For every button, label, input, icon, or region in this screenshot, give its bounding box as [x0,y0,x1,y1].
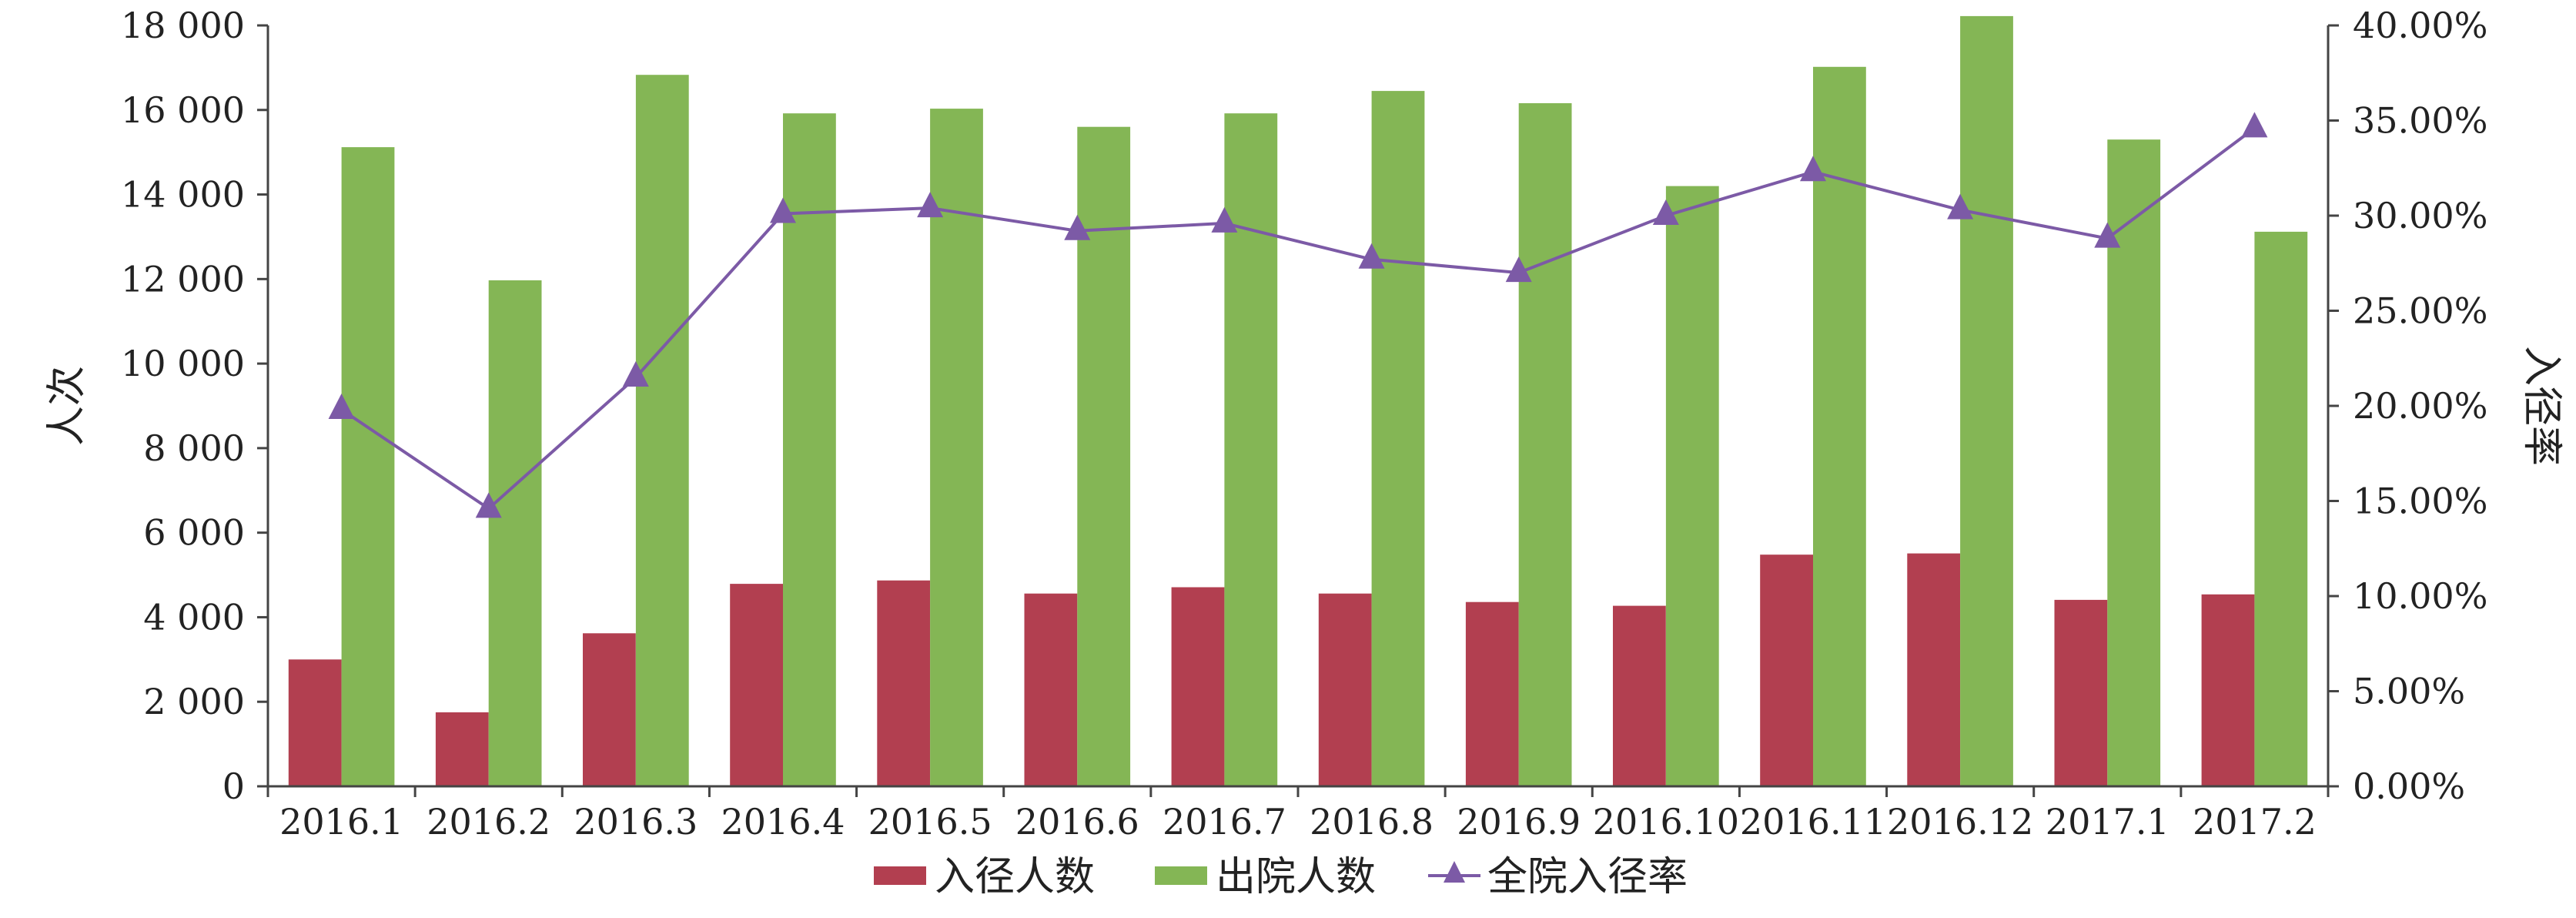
rate-marker-2 [622,360,649,387]
rate-marker-5 [1064,214,1091,240]
rate-marker-4 [917,192,944,218]
bar-discharged-5 [1077,126,1131,786]
bar-enrolled-6 [1171,587,1225,786]
rate-marker-3 [770,197,796,223]
bar-discharged-10 [1813,66,1866,787]
bar-enrolled-5 [1024,593,1078,786]
rate-marker-12 [2094,222,2121,248]
bar-discharged-4 [930,109,983,787]
x-tick-label-3: 2016.4 [721,801,845,843]
legend-label-0: 入径人数 [935,854,1095,900]
y2-tick-label-8: 40.00% [2353,5,2487,46]
rate-marker-7 [1358,243,1385,269]
rate-marker-13 [2241,112,2268,138]
x-tick-label-10: 2016.11 [1740,801,1886,843]
bar-discharged-2 [635,75,689,786]
legend-swatch-0 [874,866,926,885]
x-tick-label-7: 2016.8 [1310,801,1434,843]
legend: 入径人数 出院人数 全院入径率 [874,854,1688,900]
bar-enrolled-12 [2054,599,2108,786]
y-axis-title-right: 入径率 [2518,346,2564,466]
bar-enrolled-4 [877,580,931,786]
rate-line [340,126,2256,511]
y2-tick-label-1: 5.00% [2353,671,2465,712]
legend-swatch-marker-2 [1444,861,1465,883]
y-tick-label-9: 18 000 [121,5,245,46]
rate-marker-8 [1505,256,1532,283]
ticks-layer: 0 2 000 4 000 6 000 8 000 10 000 12 000 14 000 1… [121,5,2487,843]
axes-layer [266,25,2330,788]
x-tick-label-4: 2016.5 [868,801,992,843]
legend-label-1: 出院人数 [1216,854,1376,900]
y-tick-label-5: 10 000 [121,343,245,384]
y2-tick-label-2: 10.00% [2353,575,2487,617]
rate-marker-1 [475,492,502,518]
bar-enrolled-1 [435,712,489,786]
y-tick-label-3: 6 000 [143,512,245,554]
y-tick-label-4: 8 000 [143,427,245,469]
y2-tick-label-3: 15.00% [2353,481,2487,522]
rate-marker-10 [1800,156,1826,182]
x-tick-label-0: 2016.1 [279,801,403,843]
y-axis-title: 人次 [44,366,90,446]
x-tick-label-12: 2017.1 [2046,801,2170,843]
x-tick-label-6: 2016.7 [1163,801,1286,843]
rate-marker-0 [328,393,355,419]
bar-discharged-11 [1960,15,2013,786]
x-tick-label-8: 2016.9 [1457,801,1581,843]
y-tick-label-8: 16 000 [121,89,245,131]
x-tick-label-9: 2016.10 [1593,801,1739,843]
rate-marker-11 [1947,193,1974,219]
bar-discharged-12 [2107,139,2161,786]
bar-discharged-9 [1665,186,1719,787]
bar-discharged-0 [341,147,395,787]
legend-swatch-1 [1155,866,1207,885]
y-tick-label-2: 4 000 [143,596,245,638]
bar-enrolled-8 [1465,601,1519,786]
bar-enrolled-0 [288,659,342,786]
bars-layer [288,15,2308,787]
y2-tick-label-6: 30.00% [2353,195,2487,236]
bar-enrolled-3 [730,584,783,786]
bar-enrolled-7 [1318,593,1372,786]
bar-enrolled-13 [2201,594,2255,786]
y2-tick-label-5: 25.00% [2353,290,2487,332]
line-layer [328,112,2268,518]
y-tick-label-6: 12 000 [121,258,245,300]
bar-enrolled-2 [583,633,636,786]
bar-enrolled-9 [1613,605,1666,786]
bar-discharged-1 [488,280,542,786]
x-tick-label-2: 2016.3 [574,801,698,843]
y-tick-label-7: 14 000 [121,174,245,216]
bar-discharged-13 [2254,231,2308,786]
bar-discharged-8 [1518,103,1572,786]
bar-discharged-3 [783,113,836,786]
bar-enrolled-10 [1760,554,1813,786]
y-tick-label-0: 0 [222,766,245,807]
bar-discharged-7 [1371,91,1425,787]
x-tick-label-5: 2016.6 [1015,801,1139,843]
bar-discharged-6 [1224,113,1278,786]
rate-marker-6 [1211,206,1238,233]
y2-tick-label-0: 0.00% [2353,766,2465,807]
y2-tick-label-4: 20.00% [2353,385,2487,427]
x-tick-label-11: 2016.12 [1887,801,2033,843]
y-tick-label-1: 2 000 [143,681,245,722]
x-tick-label-1: 2016.2 [427,801,550,843]
bar-enrolled-11 [1907,553,1961,786]
rate-marker-9 [1652,199,1679,225]
x-tick-label-13: 2017.2 [2193,801,2317,843]
legend-label-2: 全院入径率 [1487,854,1688,900]
y2-tick-label-7: 35.00% [2353,100,2487,142]
